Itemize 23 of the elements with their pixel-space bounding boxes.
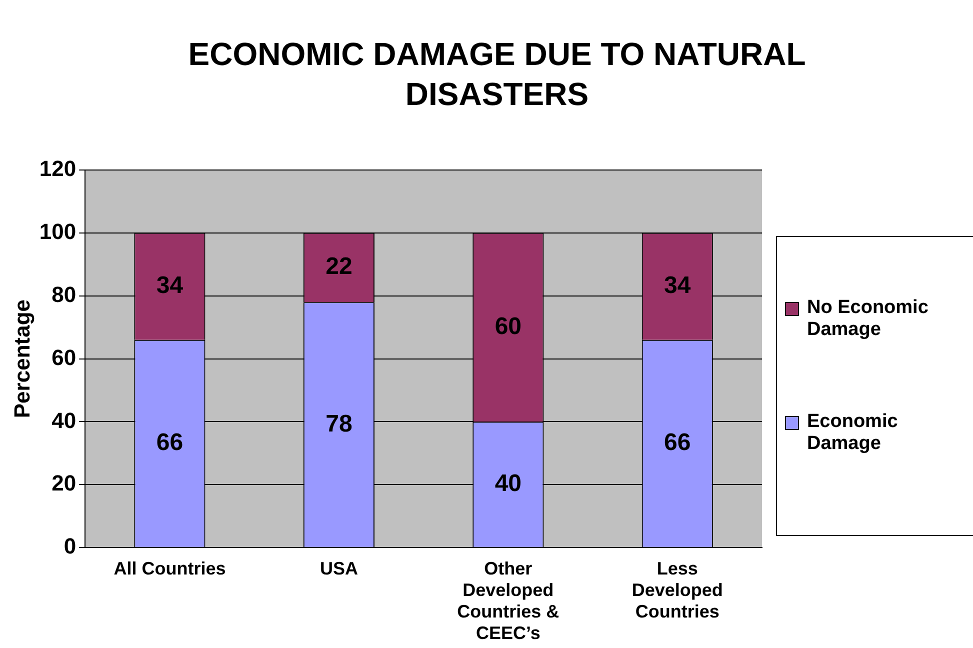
- data-label: 66: [156, 429, 184, 456]
- y-tick-label: 0: [64, 534, 76, 559]
- x-tick-label: Other Developed Countries & CEEC’s: [457, 558, 560, 644]
- x-tick-label: USA: [320, 558, 358, 578]
- data-label: 34: [664, 272, 692, 300]
- x-tick-label: All Countries: [114, 558, 226, 578]
- y-tick-label: 60: [52, 344, 76, 370]
- y-tick-label: 40: [52, 408, 76, 433]
- data-label: 22: [326, 253, 352, 280]
- y-tick-label: 120: [39, 156, 76, 182]
- data-label: 66: [664, 429, 691, 456]
- legend-label: Economic Damage: [807, 411, 899, 455]
- data-label: 40: [494, 470, 522, 498]
- data-label: 78: [326, 410, 352, 438]
- data-label: 60: [494, 312, 522, 340]
- x-tick-label: Less Developed Countries: [632, 558, 723, 622]
- y-tick-label: 20: [52, 470, 76, 496]
- chart-title: ECONOMIC DAMAGE DUE TO NATURAL DISASTERS: [187, 35, 807, 114]
- y-tick-label: 80: [52, 282, 76, 307]
- legend-label: No Economic Damage: [807, 297, 930, 341]
- y-tick-label: 100: [39, 218, 76, 244]
- data-label: 34: [156, 272, 184, 300]
- y-axis-title: Percentage: [9, 299, 34, 418]
